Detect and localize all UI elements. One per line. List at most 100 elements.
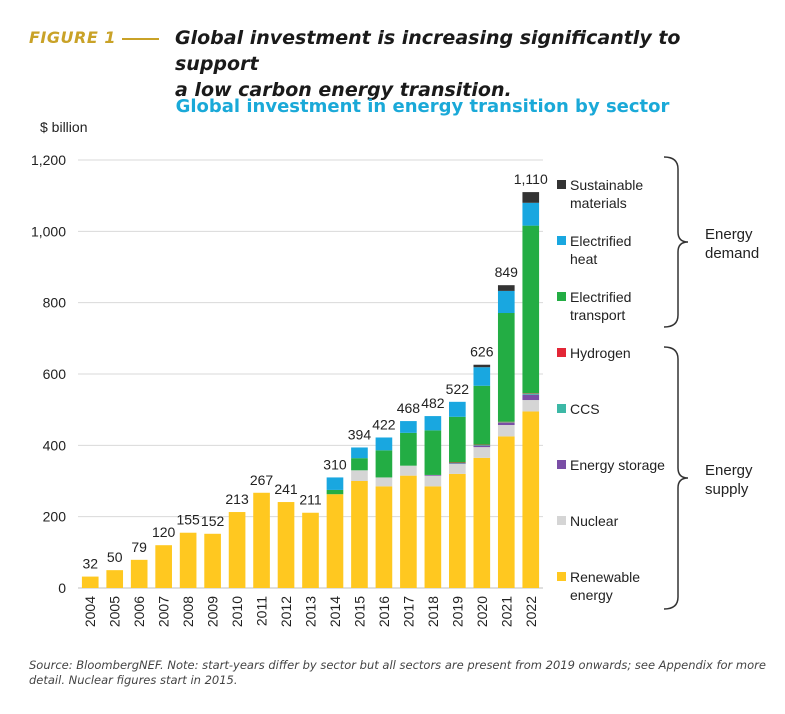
bar-segment-electrified-heat [522,202,540,226]
legend-swatch [557,460,566,469]
legend: Sustainable materials Electrified heat Elect… [557,177,665,603]
x-tick-label: 2006 [131,596,147,627]
figure-rule [122,38,159,40]
group-label: Energy supply [705,462,753,498]
bar-segment-energy-storage [473,445,491,448]
total-label: 626 [470,344,494,360]
bar-segment-energy-storage [497,422,515,426]
y-tick-label: 0 [58,580,66,596]
bar-segment-ccs [473,444,491,446]
total-label: 241 [274,481,298,497]
legend-item: Sustainable materials [557,177,643,211]
legend-swatch [557,516,566,525]
bar-segment-nuclear [449,463,466,474]
bar-segment-renewable-energy [130,559,148,588]
y-tick-label: 600 [43,366,67,382]
bar-segment-hydrogen [473,444,491,446]
legend-item: Energy storage [557,457,665,473]
bar-segment-renewable-energy [228,512,246,588]
x-tick-label: 2016 [376,596,392,627]
total-label: 267 [250,472,274,488]
bar-segment-nuclear [375,477,393,487]
total-label: 522 [446,381,470,397]
legend-swatch [557,180,566,189]
legend-item: Hydrogen [557,345,631,361]
bar-segment-renewable-energy [302,512,319,588]
bar-segment-electrified-heat [351,447,368,459]
bar-segment-renewable-energy [400,475,417,588]
bar-segment-sustainable-materials [522,192,540,203]
x-tick-label: 2005 [107,596,123,627]
bar-segment-electrified-transport [326,489,344,495]
legend-item: CCS [557,401,600,417]
y-tick-label: 1,200 [31,152,66,168]
bracket-line [663,346,689,610]
x-tick-label: 2010 [229,596,245,627]
bar-segment-renewable-energy [473,457,491,588]
bar-segment-renewable-energy [277,502,295,588]
total-label: 50 [107,549,123,565]
bar-segment-energy-storage [522,394,540,401]
chart-title: Global investment in energy transition b… [175,96,670,117]
bar-segment-electrified-transport [400,432,417,466]
bar-segment-renewable-energy [522,411,540,588]
x-axis: 2004 2005 2006 2007 2008 2009 2010 2011 2012 2013… [82,596,539,627]
y-tick-label: 200 [43,509,67,525]
bar-segment-ccs [497,422,515,423]
total-label: 468 [397,400,421,416]
bar-segment-renewable-energy [424,486,442,588]
legend-item: Renewable energy [557,569,640,603]
x-tick-label: 2021 [498,596,514,627]
legend-swatch [557,348,566,357]
bar-segment-nuclear [400,465,417,476]
bar-segment-sustainable-materials [497,285,515,291]
x-tick-label: 2007 [156,596,172,627]
group-bracket: Energy supply [663,346,753,610]
bar-segment-renewable-energy [155,545,172,588]
legend-item: Nuclear [557,513,619,529]
bar-segment-renewable-energy [449,473,466,588]
x-tick-label: 2015 [351,596,367,627]
bar-segment-ccs [522,393,540,395]
figure-label: FIGURE 1 [29,28,116,47]
bar-segment-electrified-transport [449,416,466,463]
total-label: 1,110 [514,171,548,187]
bracket-line [663,156,689,328]
legend-swatch [557,404,566,413]
x-tick-label: 2011 [254,596,270,626]
total-label: 79 [131,539,147,555]
bar-segment-renewable-energy [204,533,221,588]
x-tick-label: 2022 [523,596,539,627]
y-tick-label: 400 [43,437,67,453]
legend-label: Electrified heat [570,233,631,267]
bar-segment-nuclear [424,475,442,487]
total-label: 422 [372,416,396,432]
bar-segment-nuclear [522,400,540,412]
bar-segment-renewable-energy [81,576,99,588]
bar-segment-nuclear [473,447,491,458]
total-label: 394 [348,426,372,442]
y-tick-label: 800 [43,295,67,311]
bar-segment-electrified-transport [375,450,393,478]
x-tick-label: 2008 [180,596,196,627]
bar-segment-energy-storage [424,474,442,476]
bar-segment-electrified-transport [522,225,540,394]
group-label: Energy demand [705,226,759,262]
legend-label: Electrified transport [570,289,631,323]
bar-segment-electrified-transport [473,385,491,445]
y-axis: 0 200 400 600 800 1,000 1,200 [31,152,66,596]
figure-caption-line1: Global investment is increasing signific… [175,27,681,75]
x-tick-label: 2020 [474,596,490,627]
bar-segment-electrified-transport [351,458,368,471]
legend-label: Energy storage [570,457,665,473]
bar-segment-electrified-heat [424,416,442,431]
bar-segment-hydrogen [497,421,515,423]
bar-segment-electrified-heat [449,401,466,417]
x-tick-label: 2012 [278,596,294,627]
legend-label: Renewable energy [570,569,640,603]
bar-segment-electrified-heat [400,421,417,433]
bar-segment-renewable-energy [375,486,393,588]
total-label: 120 [152,524,176,540]
y-axis-label: $ billion [40,119,87,135]
